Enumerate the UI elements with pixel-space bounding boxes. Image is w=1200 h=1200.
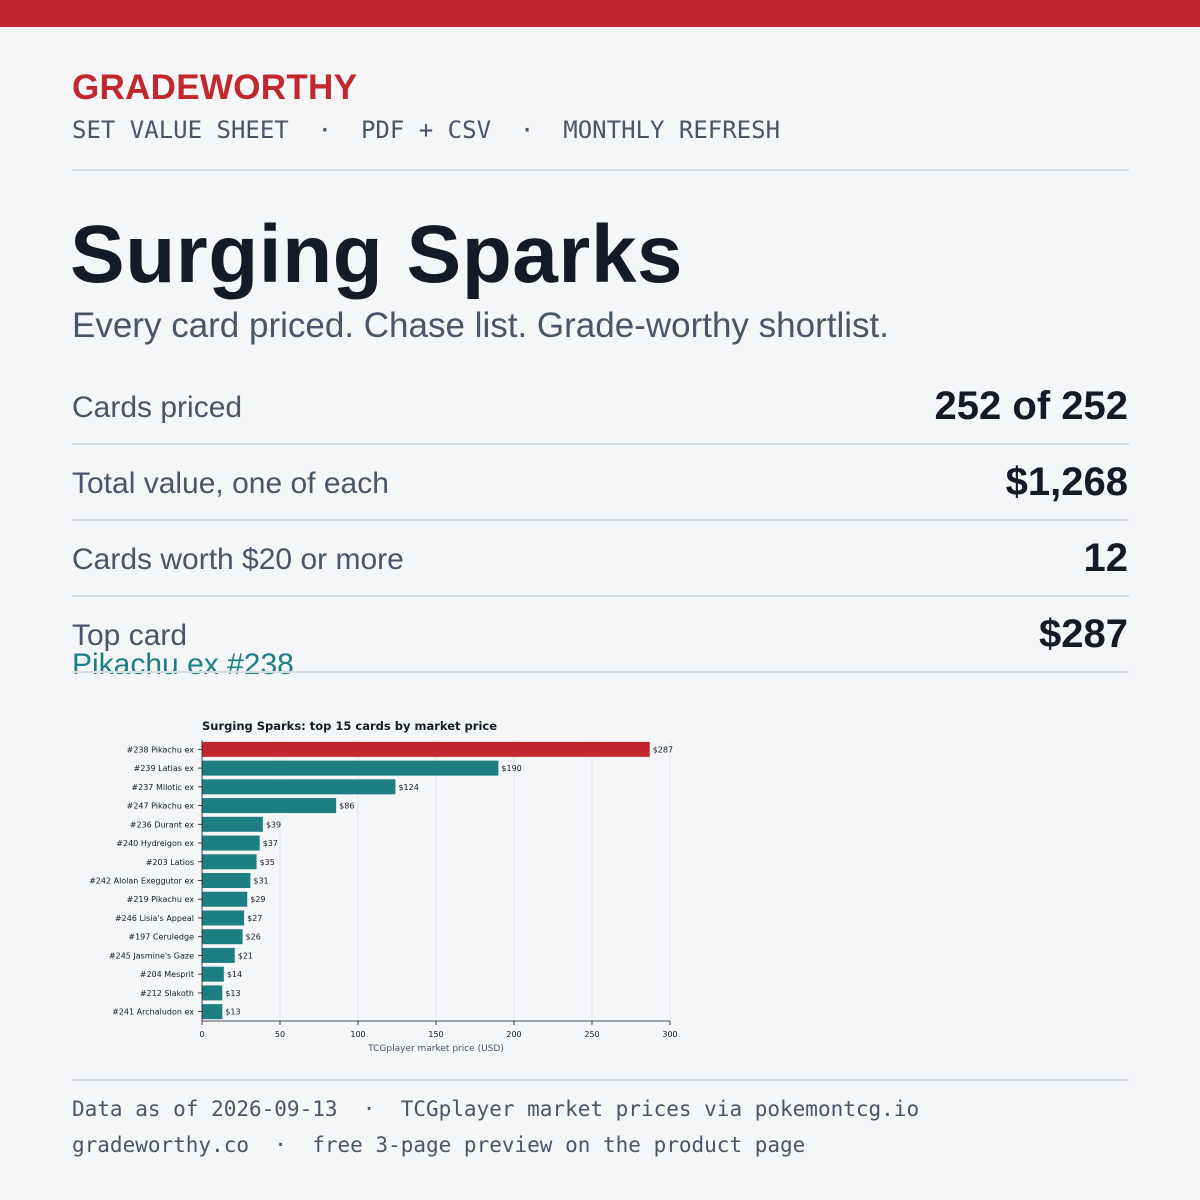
stat-label-total-value: Total value, one of each	[72, 467, 389, 500]
chart-value-label: $13	[225, 989, 240, 998]
chart-category-label: #219 Pikachu ex	[127, 895, 195, 904]
chart-x-tick-label: 250	[584, 1030, 599, 1039]
chart-category-label: #237 Milotic ex	[131, 783, 194, 792]
chart-bar	[202, 741, 650, 757]
chart-value-label: $21	[238, 951, 253, 960]
chart-value-label: $39	[266, 820, 281, 829]
chart-bar	[202, 816, 263, 832]
stat-value-cards-priced: 252 of 252	[934, 384, 1128, 428]
chart-category-label: #242 Alolan Exeggutor ex	[89, 877, 194, 886]
chart-title: Surging Sparks: top 15 cards by market p…	[202, 719, 497, 733]
chart-category-label: #204 Mesprit	[140, 970, 194, 979]
chart-category-label: #203 Latios	[146, 858, 194, 867]
chart-bar	[202, 966, 224, 982]
stat-divider	[72, 595, 1129, 597]
chart-bar	[202, 910, 245, 926]
chart-x-tick-label: 200	[506, 1030, 521, 1039]
chart-x-tick-label: 0	[199, 1030, 204, 1039]
stat-divider	[72, 519, 1129, 521]
chart-bar	[202, 760, 499, 776]
top-accent-bar	[0, 0, 1200, 27]
chart-bar	[202, 947, 235, 963]
chart-x-tick-label: 50	[275, 1030, 285, 1039]
chart-bar	[202, 985, 223, 1001]
chart-value-label: $13	[225, 1008, 240, 1017]
stat-label-cards-over-20: Cards worth $20 or more	[72, 543, 404, 576]
chart-value-label: $29	[250, 895, 265, 904]
top-card-name: Pikachu ex #238	[72, 648, 294, 681]
chart-category-label: #236 Durant ex	[130, 820, 194, 829]
chart-value-label: $14	[227, 970, 242, 979]
stat-label-top-card: Top card	[72, 619, 188, 652]
chart-value-label: $31	[253, 877, 268, 886]
chart-bar	[202, 779, 396, 795]
footer-site-link: gradeworthy.co · free 3-page preview on …	[72, 1133, 806, 1157]
chart-x-tick-label: 100	[350, 1030, 365, 1039]
chart-bar	[202, 854, 257, 870]
top-cards-bar-chart: Surging Sparks: top 15 cards by market p…	[89, 719, 678, 1054]
tagline: SET VALUE SHEET · PDF + CSV · MONTHLY RE…	[72, 116, 781, 144]
chart-category-label: #240 Hydreigon ex	[116, 839, 194, 848]
brand-logo: GRADEWORTHY	[72, 68, 358, 107]
page-title: Surging Sparks	[70, 209, 684, 300]
chart-category-label: #247 Pikachu ex	[127, 802, 195, 811]
page-subtitle: Every card priced. Chase list. Grade-wor…	[72, 306, 889, 345]
chart-x-tick-label: 150	[428, 1030, 443, 1039]
stat-value-total-value: $1,268	[1005, 460, 1128, 504]
chart-value-label: $190	[501, 764, 521, 773]
chart-category-label: #246 Lisia's Appeal	[115, 914, 194, 923]
chart-value-label: $26	[246, 933, 261, 942]
chart-value-label: $27	[247, 914, 262, 923]
chart-value-label: $37	[263, 839, 278, 848]
chart-category-label: #245 Jasmine's Gaze	[109, 951, 194, 960]
chart-category-label: #212 Slakoth	[140, 989, 194, 998]
chart-x-axis-label: TCGplayer market price (USD)	[367, 1044, 504, 1054]
chart-x-tick-label: 300	[662, 1030, 677, 1039]
chart-category-label: #238 Pikachu ex	[127, 745, 195, 754]
chart-value-label: $86	[339, 802, 354, 811]
chart-value-label: $287	[653, 745, 673, 754]
stat-value-cards-over-20: 12	[1083, 536, 1129, 580]
chart-bar	[202, 835, 260, 851]
chart-bar	[202, 891, 248, 907]
chart-category-label: #197 Ceruledge	[128, 933, 194, 942]
footer-data-source: Data as of 2026-09-13 · TCGplayer market…	[72, 1097, 920, 1121]
chart-category-label: #241 Archaludon ex	[112, 1008, 194, 1017]
chart-category-label: #239 Latias ex	[134, 764, 195, 773]
footer-divider	[72, 1079, 1129, 1081]
header-divider	[72, 169, 1129, 171]
chart-value-label: $35	[260, 858, 275, 867]
chart-bar	[202, 873, 251, 888]
stat-divider	[72, 671, 1129, 673]
stat-label-cards-priced: Cards priced	[72, 391, 243, 424]
chart-bar	[202, 1004, 223, 1020]
chart-bar	[202, 929, 243, 945]
stat-divider	[72, 443, 1129, 445]
stat-value-top-card: $287	[1039, 612, 1128, 656]
chart-value-label: $124	[398, 783, 418, 792]
chart-bar	[202, 798, 337, 814]
